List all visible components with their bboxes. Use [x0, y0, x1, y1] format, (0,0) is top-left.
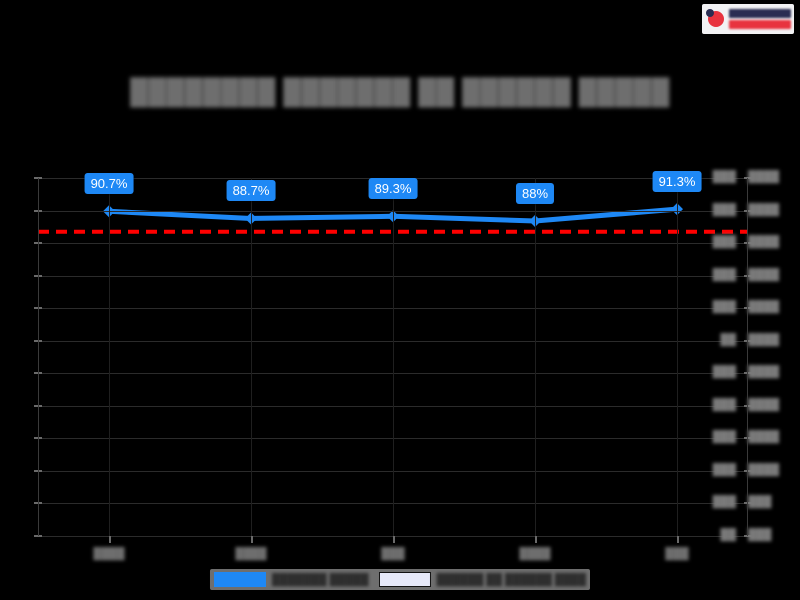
y-axis-label-right: ████ [748, 431, 780, 444]
y-axis-label-left: ███ [712, 171, 736, 183]
y-axis-tick-right [744, 307, 752, 310]
y-axis-label-right: ████ [748, 268, 780, 281]
data-point-label: 91.3% [652, 171, 702, 193]
x-axis-tick [251, 536, 253, 543]
x-axis-label: ███ [665, 548, 689, 560]
x-axis-label: ████ [93, 548, 125, 560]
x-axis-label: ████ [519, 548, 551, 560]
legend-item-target[interactable]: ██████ ██ ██████ ████ [378, 572, 587, 587]
x-axis-label: ████ [235, 548, 267, 560]
x-axis-tick [109, 536, 111, 543]
y-axis-label-left: ███ [712, 496, 736, 509]
y-axis-label-right: ███ [748, 496, 772, 509]
logo-wordmark: ███████ ██████ [729, 9, 791, 29]
y-axis-label-left: ███ [712, 301, 736, 314]
y-axis-label-left: ███ [712, 431, 736, 444]
legend-label-actual: ███████ █████ [271, 573, 369, 586]
chart-legend: ███████ █████ ██████ ██ ██████ ████ [209, 569, 591, 590]
y-axis-label-right: ████ [748, 203, 780, 216]
x-gridline [393, 178, 394, 536]
x-gridline [251, 178, 252, 536]
y-axis-label-left: ███ [712, 268, 736, 281]
x-axis-tick [393, 536, 395, 543]
legend-item-actual[interactable]: ███████ █████ [213, 572, 369, 587]
y-axis-label-left: ██ [720, 333, 736, 346]
data-point-label: 89.3% [368, 178, 418, 200]
x-gridline [535, 178, 536, 536]
data-point-label: 88% [515, 182, 555, 204]
y-axis-label-left: ███ [712, 203, 736, 216]
y-axis-left [38, 178, 39, 536]
legend-swatch-actual [213, 572, 266, 587]
y-axis-label-right: ████ [748, 463, 780, 476]
y-axis-label-left: ███ [712, 398, 736, 411]
y-axis-tick-right [744, 242, 752, 245]
company-logo: ███████ ██████ [702, 4, 794, 34]
y-axis-tick-right [744, 404, 752, 407]
chart-title: ████████ ███████ ██ ██████ █████ [130, 78, 670, 106]
y-axis-label-right: ███ [748, 529, 772, 541]
y-axis-label-right: ████ [748, 398, 780, 411]
y-axis-tick-right [744, 339, 752, 342]
y-axis-label-left: ███ [712, 236, 736, 249]
y-axis-label-right: ████ [748, 366, 780, 379]
plot-area: ███ ████ ███ ████ ███ ████ ███ ████ ███ ████ ██ ███… [34, 171, 779, 560]
data-point-label: 88.7% [226, 180, 276, 202]
y-axis-label-left: ███ [712, 366, 736, 379]
y-axis-tick-right [744, 372, 752, 375]
y-axis-label-left: ██ [720, 529, 736, 541]
y-axis-tick-right [744, 437, 752, 440]
y-axis-tick-right [744, 535, 752, 537]
logo-mark-icon [705, 8, 727, 30]
y-axis-tick-right [744, 469, 752, 472]
x-axis-tick [677, 536, 679, 543]
legend-swatch-target [378, 572, 431, 587]
x-gridline [109, 178, 110, 536]
y-axis-tick-right [744, 177, 752, 179]
y-axis-label-right: ████ [748, 171, 780, 183]
y-axis-tick-right [744, 209, 752, 212]
y-axis-label-left: ███ [712, 463, 736, 476]
logo-line-1: ███████ [729, 9, 791, 18]
x-gridline [677, 178, 678, 536]
x-axis-tick [535, 536, 537, 543]
logo-line-2: ██████ [729, 20, 791, 29]
y-axis-label-right: ████ [748, 236, 780, 249]
data-point-label: 90.7% [84, 173, 134, 195]
y-axis-tick-right [744, 502, 752, 505]
y-axis-label-right: ████ [748, 333, 780, 346]
y-axis-label-right: ████ [748, 301, 780, 314]
legend-label-target: ██████ ██ ██████ ████ [436, 573, 587, 586]
y-axis-right [747, 178, 748, 536]
y-axis-tick-right [744, 274, 752, 277]
y-axis-tick-left [34, 535, 42, 537]
x-axis-label: ███ [381, 548, 405, 560]
